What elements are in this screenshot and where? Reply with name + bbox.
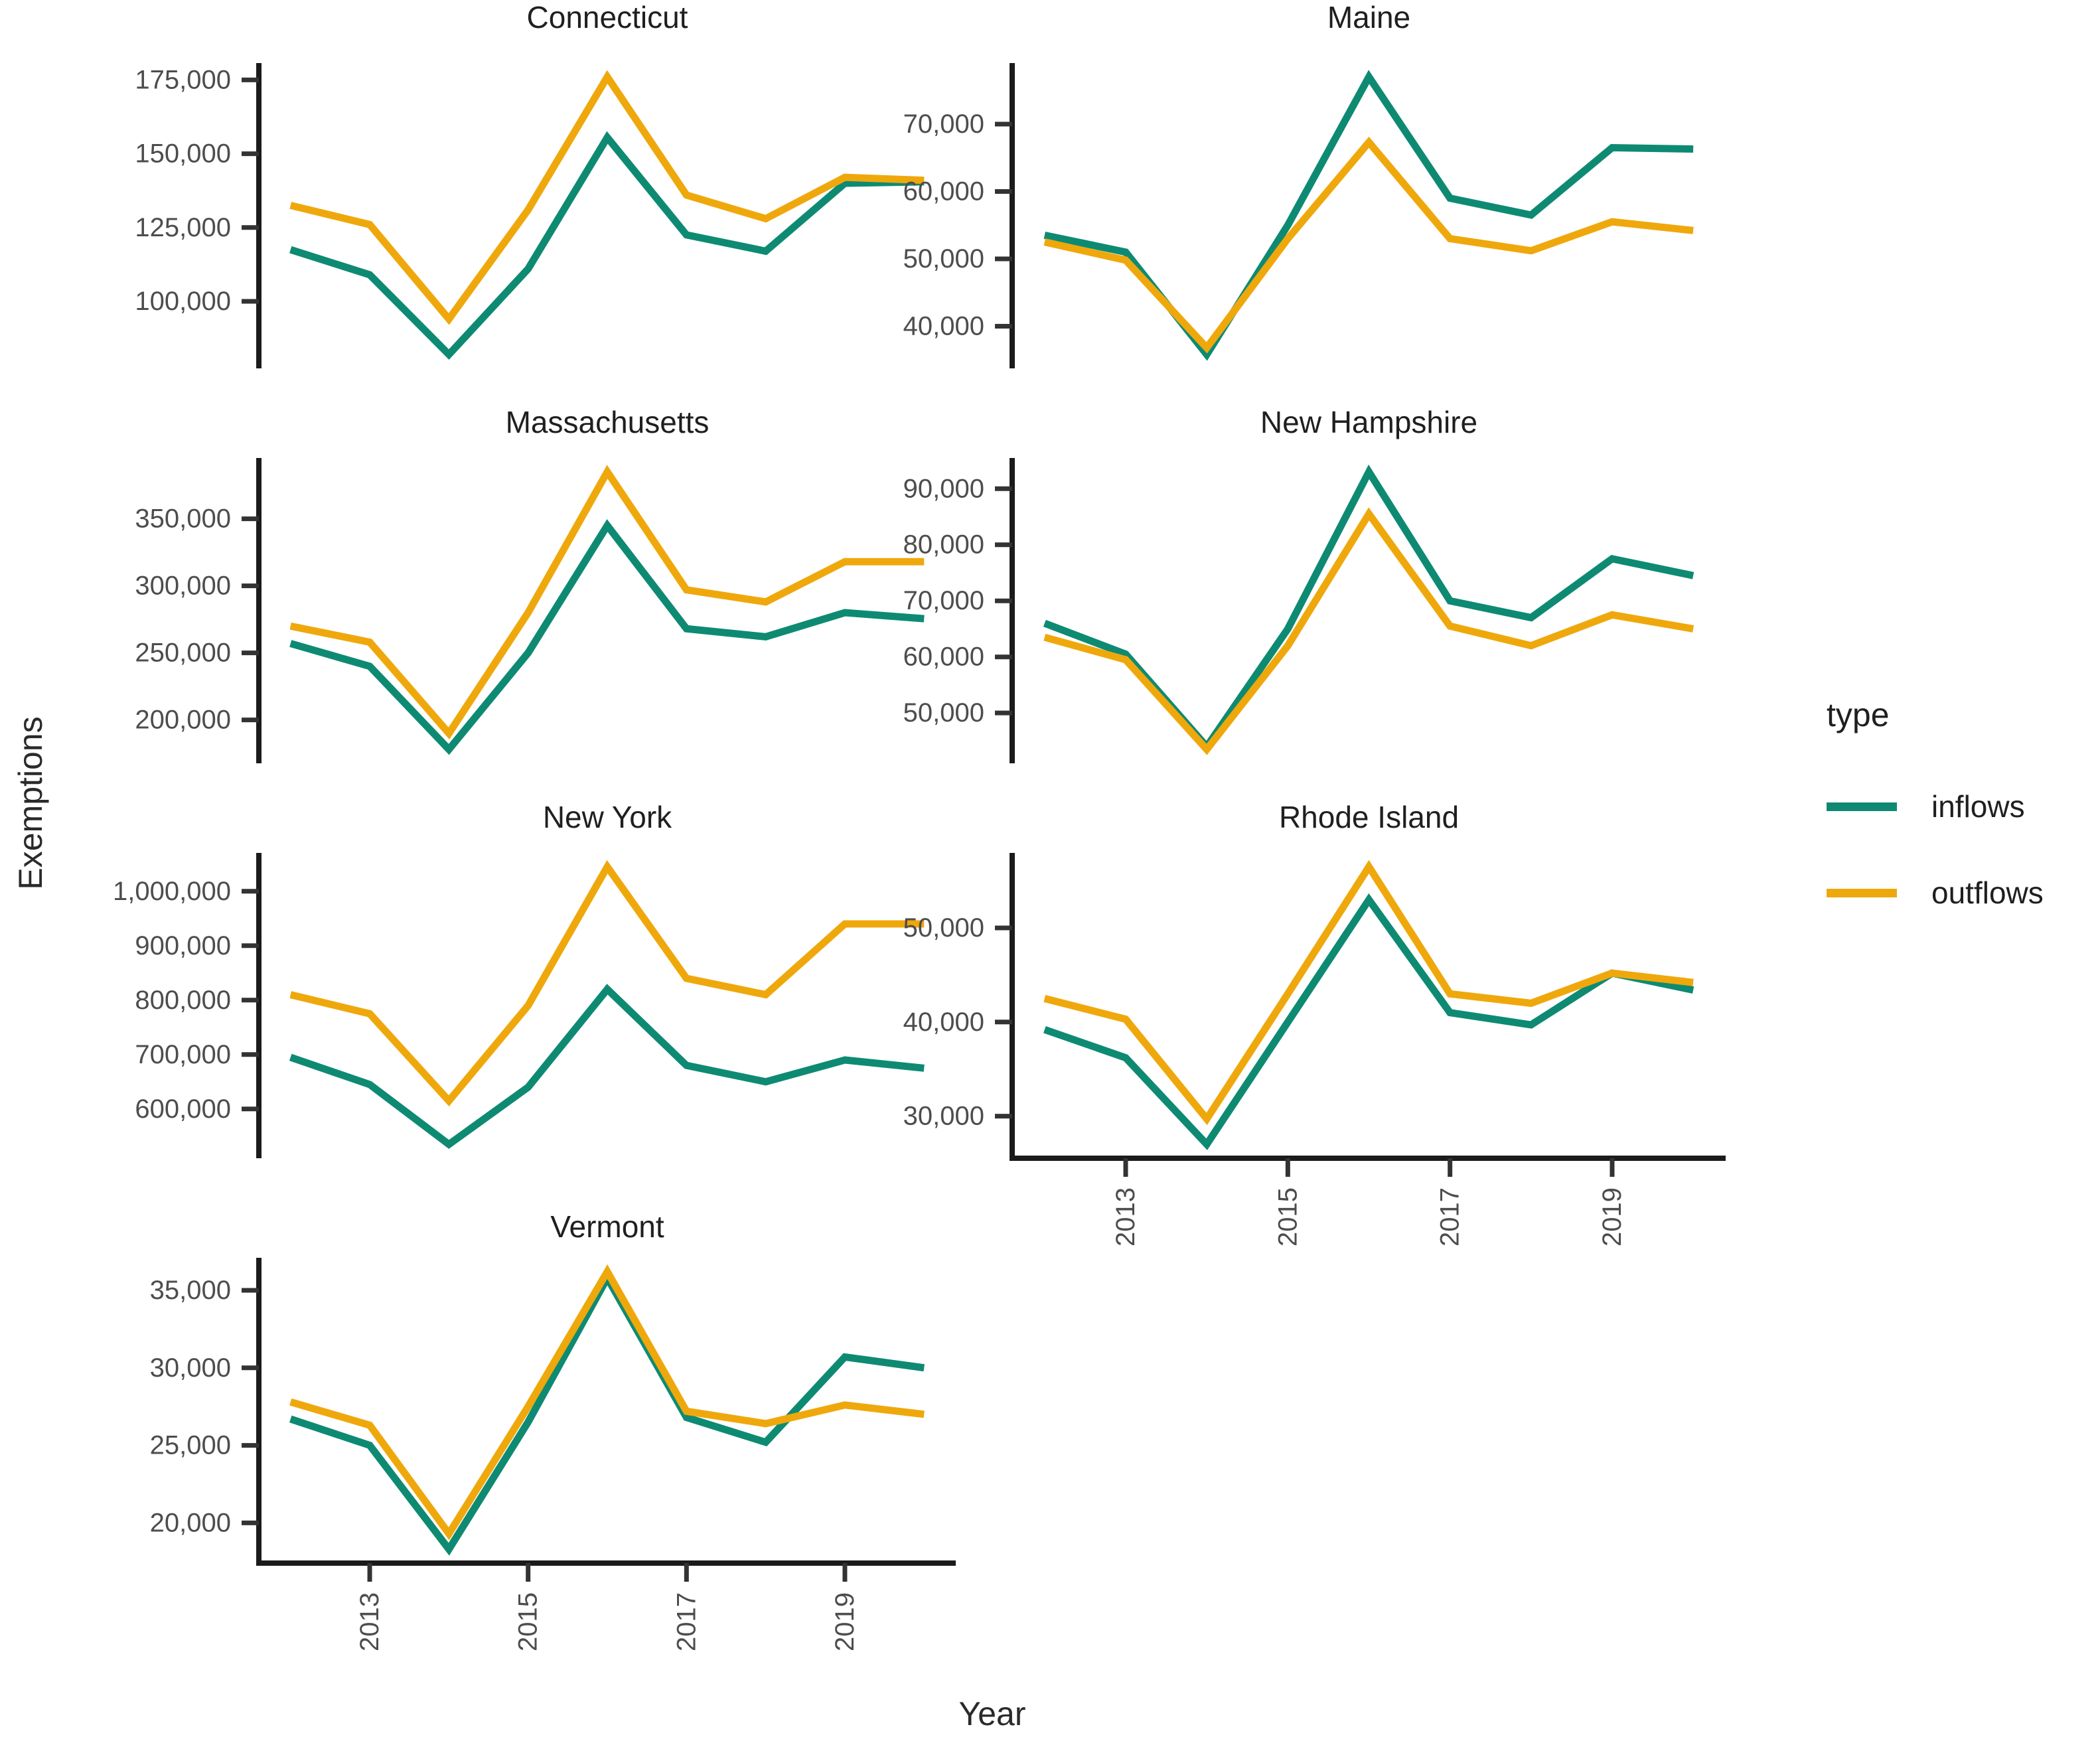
x-tick-label: 2015	[1273, 1187, 1302, 1247]
x-tick-label: 2017	[672, 1592, 701, 1651]
facet-title: Connecticut	[527, 0, 688, 35]
y-tick-label: 70,000	[903, 110, 984, 139]
facet-title: Maine	[1327, 0, 1410, 35]
facet-title: New York	[543, 800, 672, 834]
y-axis: 100,000 125,000 150,000 175,000	[135, 65, 259, 316]
facet-maine: Maine 40,000 50,000 60,000 70,000	[903, 0, 1694, 368]
facet-title: Massachusetts	[506, 405, 710, 439]
y-tick-label: 60,000	[903, 177, 984, 206]
y-tick-label: 35,000	[150, 1276, 231, 1305]
line-inflows-maine	[1043, 70, 1694, 361]
x-axis: 2013 2015 2017 2019	[256, 1560, 956, 1651]
y-tick-label: 50,000	[903, 698, 984, 727]
legend-swatch-inflows	[1827, 802, 1897, 811]
y-tick-label: 40,000	[903, 311, 984, 341]
facet-title: Vermont	[550, 1209, 664, 1244]
y-axis: 200,000 250,000 300,000 350,000	[135, 504, 259, 735]
y-tick-label: 700,000	[135, 1040, 231, 1069]
line-inflows-rhode-island	[1043, 893, 1694, 1150]
line-outflows-massachusetts	[289, 465, 925, 739]
y-axis-title: Exemptions	[12, 716, 49, 890]
y-tick-label: 250,000	[135, 639, 231, 668]
line-outflows-rhode-island	[1043, 860, 1694, 1126]
y-tick-label: 60,000	[903, 643, 984, 672]
y-tick-label: 150,000	[135, 139, 231, 169]
facet-new-york: New York 600,000 700,000 800,000 900,000 1,00…	[113, 800, 925, 1158]
y-tick-label: 100,000	[135, 287, 231, 316]
y-tick-label: 30,000	[903, 1102, 984, 1131]
y-axis: 20,000 25,000 30,000 35,000	[150, 1276, 259, 1537]
legend-title: type	[1827, 696, 1890, 733]
line-inflows-connecticut	[289, 131, 925, 360]
legend-swatch-outflows	[1827, 888, 1897, 897]
x-tick-label: 2019	[1598, 1187, 1627, 1247]
y-tick-label: 25,000	[150, 1431, 231, 1460]
x-tick-label: 2019	[830, 1592, 860, 1651]
y-tick-label: 70,000	[903, 586, 984, 615]
legend-entries: inflows outflows	[1827, 787, 2044, 912]
legend-entry-label: inflows	[1931, 789, 2025, 824]
y-tick-label: 350,000	[135, 504, 231, 534]
y-axis: 40,000 50,000 60,000 70,000	[903, 110, 1012, 341]
line-outflows-vermont	[289, 1264, 925, 1541]
line-outflows-new-york	[289, 860, 925, 1106]
x-axis-title: Year	[958, 1695, 1026, 1732]
line-inflows-vermont	[289, 1270, 925, 1556]
facet-new-hampshire: New Hampshire 50,000 60,000 70,000 80,000 90,…	[903, 405, 1694, 763]
y-tick-label: 20,000	[150, 1508, 231, 1537]
y-tick-label: 30,000	[150, 1353, 231, 1383]
x-tick-label: 2013	[355, 1592, 384, 1651]
line-outflows-new-hampshire	[1043, 507, 1694, 755]
x-tick-label: 2017	[1436, 1187, 1465, 1247]
legend-entry-inflows: inflows	[1827, 787, 2044, 826]
legend-entry-outflows: outflows	[1827, 873, 2044, 912]
y-tick-label: 600,000	[135, 1095, 231, 1124]
y-tick-label: 80,000	[903, 530, 984, 560]
legend-entry-label: outflows	[1931, 875, 2044, 910]
line-inflows-massachusetts	[289, 519, 925, 755]
y-tick-label: 50,000	[903, 913, 984, 943]
y-tick-label: 900,000	[135, 931, 231, 960]
y-tick-label: 125,000	[135, 213, 231, 242]
legend: type inflows outflows	[1827, 696, 2044, 960]
line-inflows-new-york	[289, 984, 925, 1149]
y-axis: 30,000 40,000 50,000	[903, 913, 1012, 1131]
y-axis: 600,000 700,000 800,000 900,000 1,000,000	[113, 877, 259, 1124]
x-tick-label: 2013	[1111, 1187, 1140, 1247]
facet-connecticut: Connecticut 100,000 125,000 150,000 175,000	[135, 0, 925, 368]
y-tick-label: 300,000	[135, 571, 231, 601]
y-tick-label: 175,000	[135, 65, 231, 94]
facet-massachusetts: Massachusetts 200,000 250,000 300,000 350,00…	[135, 405, 925, 763]
y-tick-label: 40,000	[903, 1008, 984, 1037]
y-tick-label: 1,000,000	[113, 877, 231, 906]
x-tick-label: 2015	[514, 1592, 543, 1651]
y-tick-label: 800,000	[135, 986, 231, 1015]
line-outflows-maine	[1043, 136, 1694, 354]
y-axis: 50,000 60,000 70,000 80,000 90,000	[903, 474, 1012, 727]
x-axis: 2013 2015 2017 2019	[1010, 1156, 1726, 1247]
y-tick-label: 50,000	[903, 244, 984, 273]
facet-title: New Hampshire	[1260, 405, 1477, 439]
y-tick-label: 90,000	[903, 474, 984, 503]
facet-title: Rhode Island	[1279, 800, 1459, 834]
y-tick-label: 200,000	[135, 706, 231, 735]
line-outflows-connecticut	[289, 70, 925, 325]
